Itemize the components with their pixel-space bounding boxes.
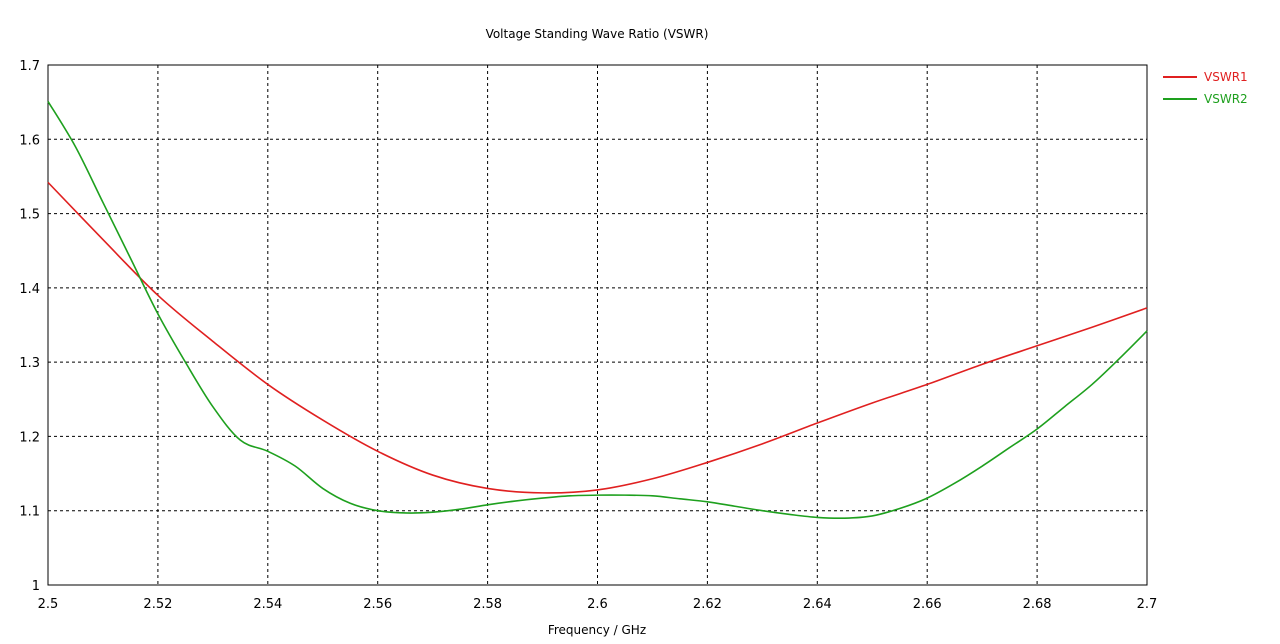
x-tick-label: 2.66 (913, 597, 942, 612)
x-tick-label: 2.54 (253, 597, 282, 612)
x-tick-label: 2.7 (1137, 597, 1158, 612)
y-tick-label: 1.7 (19, 59, 40, 74)
x-tick-label: 2.62 (693, 597, 722, 612)
y-tick-label: 1 (32, 579, 40, 594)
series-group (47, 100, 1148, 520)
x-tick-label: 2.56 (363, 597, 392, 612)
x-tick-label: 2.5 (38, 597, 59, 612)
legend-label-vswr1: VSWR1 (1204, 70, 1248, 84)
y-tick-label: 1.2 (19, 430, 40, 445)
chart-title: Voltage Standing Wave Ratio (VSWR) (486, 27, 709, 41)
x-axis-ticks: 2.5 2.52 2.54 2.56 2.58 2.6 2.62 2.64 2.66 2.68 2.… (38, 597, 1158, 612)
y-tick-label: 1.4 (19, 282, 40, 297)
x-tick-label: 2.6 (587, 597, 608, 612)
plot-frame (47, 64, 1148, 586)
x-tick-label: 2.64 (803, 597, 832, 612)
series-line-vswr1 (47, 181, 1148, 494)
x-tick-label: 2.58 (473, 597, 502, 612)
grid (48, 65, 1147, 585)
series-line-vswr2 (47, 100, 1148, 520)
y-tick-label: 1.6 (19, 133, 40, 148)
y-tick-label: 1.3 (19, 356, 40, 371)
y-axis-ticks: 1 1.1 1.2 1.3 1.4 1.5 1.6 1.7 (19, 59, 40, 594)
y-tick-label: 1.5 (19, 208, 40, 223)
x-tick-label: 2.52 (143, 597, 172, 612)
legend-label-vswr2: VSWR2 (1204, 92, 1248, 106)
y-tick-label: 1.1 (19, 505, 40, 520)
x-axis-label: Frequency / GHz (548, 623, 646, 637)
legend: VSWR1 VSWR2 (1163, 70, 1248, 106)
x-tick-label: 2.68 (1023, 597, 1052, 612)
